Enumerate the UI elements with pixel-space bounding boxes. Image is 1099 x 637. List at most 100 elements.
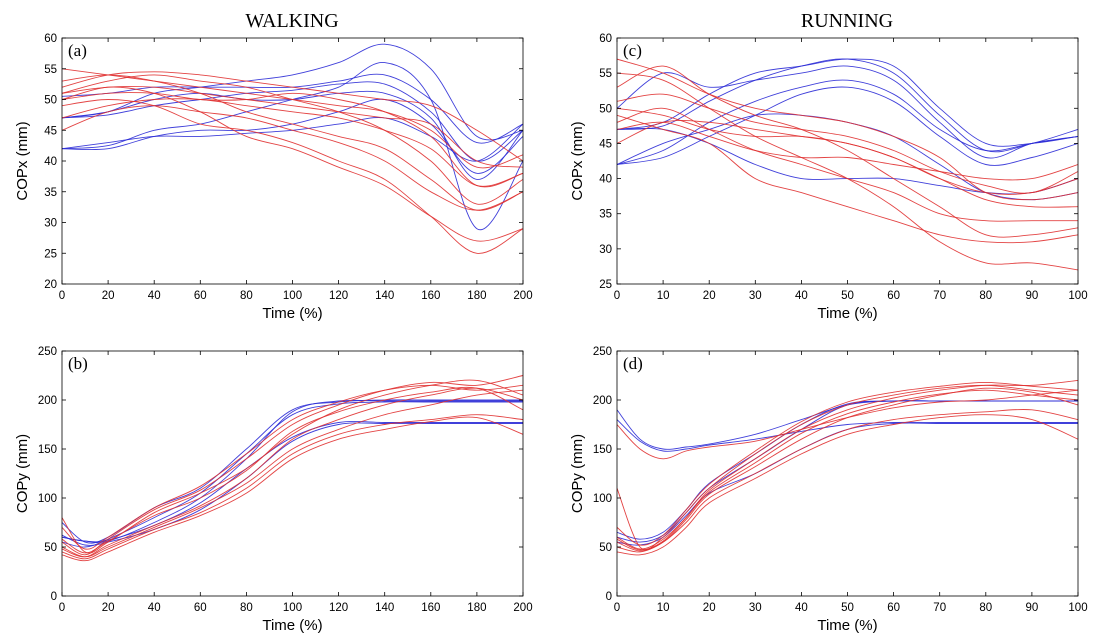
series-line-c-1 [617,65,1078,159]
y-axis-label: COPx (mm) [14,121,31,200]
series-line-a-0 [62,81,523,162]
x-tick-label: 100 [1068,602,1087,614]
x-tick-label: 40 [795,602,808,614]
y-tick-label: 30 [599,244,612,256]
y-tick-label: 60 [44,33,57,45]
series-line-c-12 [617,58,1078,201]
series-line-d-7 [617,408,1078,553]
panel-label: (a) [68,41,87,60]
series-group [62,43,523,254]
x-tick-label: 20 [102,602,115,614]
series-line-b-8 [62,375,523,556]
y-tick-label: 40 [599,174,612,186]
x-tick-label: 40 [148,290,161,302]
series-line-d-1 [617,419,1078,452]
series-line-d-2 [617,400,1078,543]
series-line-a-8 [62,86,523,242]
x-tick-label: 140 [375,602,394,614]
series-line-d-9 [617,387,1078,552]
series-line-b-9 [62,387,523,558]
y-tick-label: 55 [599,68,612,80]
x-tick-label: 20 [703,602,716,614]
axes-frame [616,37,1079,285]
series-line-a-9 [62,74,523,211]
y-tick-label: 150 [593,444,612,456]
y-tick-label: 45 [44,125,57,137]
series-line-a-14 [62,105,523,211]
x-tick-label: 60 [194,290,207,302]
series-line-c-3 [617,86,1078,166]
series-line-d-0 [617,400,1078,450]
x-tick-label: 120 [329,290,348,302]
series-line-c-13 [617,120,1078,208]
panel-a: 0 20 40 60 80 100 120 140 160 180 2002025303540455… [14,33,533,322]
x-axis-label: Time (%) [817,305,877,322]
series-line-a-11 [62,86,523,168]
x-tick-label: 70 [933,602,946,614]
x-tick-label: 0 [59,602,65,614]
panel-b: 0 20 40 60 80 100 120 140 160 180 200 0 50 100 150 200 2… [14,346,533,634]
x-tick-label: 80 [240,602,253,614]
series-line-b-10 [62,384,523,550]
series-line-b-5 [62,379,523,554]
x-tick-label: 10 [657,290,670,302]
series-line-c-8 [617,72,1078,271]
y-tick-label: 150 [38,444,57,456]
series-line-a-6 [62,90,523,180]
y-tick-label: 50 [599,542,612,554]
y-tick-label: 35 [44,187,57,199]
x-tick-label: 20 [703,290,716,302]
series-line-a-12 [62,98,523,187]
y-tick-label: 50 [44,542,57,554]
series-line-c-0 [617,58,1078,153]
y-tick-label: 0 [51,591,57,603]
x-tick-label: 30 [749,602,762,614]
x-tick-label: 200 [513,290,532,302]
x-tick-label: 60 [887,290,900,302]
y-tick-label: 60 [599,33,612,45]
series-line-c-4 [617,58,1078,147]
y-tick-label: 40 [44,156,57,168]
x-tick-label: 160 [421,602,440,614]
y-axis-label: COPy (mm) [14,434,31,513]
series-line-a-3 [62,62,523,231]
series-line-b-0 [62,399,523,544]
y-tick-label: 100 [593,493,612,505]
y-tick-label: 250 [593,346,612,358]
series-line-b-4 [62,401,523,548]
x-tick-label: 0 [614,290,620,302]
axes-frame [616,350,1079,597]
series-line-b-12 [62,386,523,554]
x-axis-label: Time (%) [262,617,322,634]
series-group [62,375,523,562]
y-tick-label: 25 [599,279,612,291]
y-tick-label: 100 [38,493,57,505]
x-tick-label: 90 [1026,290,1039,302]
x-tick-label: 160 [421,290,440,302]
x-tick-label: 60 [887,602,900,614]
x-tick-label: 0 [614,602,620,614]
walking-title: WALKING [245,10,338,32]
series-line-c-9 [617,107,1078,222]
x-tick-label: 0 [59,290,65,302]
y-tick-label: 200 [593,395,612,407]
x-tick-label: 50 [841,290,854,302]
series-line-c-14 [617,93,1078,194]
series-line-a-4 [62,73,523,144]
series-group [617,379,1078,556]
x-tick-label: 90 [1026,602,1039,614]
y-tick-label: 0 [606,591,612,603]
x-tick-label: 100 [283,290,302,302]
series-line-c-15 [617,114,1078,244]
x-tick-label: 120 [329,602,348,614]
y-tick-label: 25 [44,248,57,260]
series-line-c-11 [617,121,1078,181]
x-tick-label: 80 [979,602,992,614]
series-line-a-1 [62,43,523,141]
x-tick-label: 100 [283,602,302,614]
y-tick-label: 20 [44,279,57,291]
x-tick-label: 40 [795,290,808,302]
x-tick-label: 30 [749,290,762,302]
y-tick-label: 50 [44,95,57,107]
x-tick-label: 20 [102,290,115,302]
